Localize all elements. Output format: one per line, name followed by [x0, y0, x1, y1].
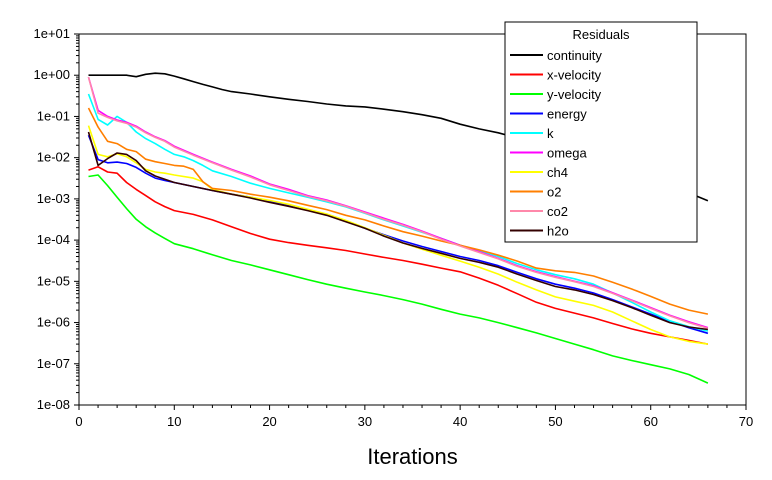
y-tick-label: 1e-07	[37, 356, 70, 371]
x-tick-label: 70	[739, 414, 753, 429]
legend-label-h2o: h2o	[547, 224, 569, 239]
y-tick-label: 1e-02	[37, 150, 70, 165]
series-line-h2o	[87, 131, 709, 331]
x-tick-label: 60	[643, 414, 657, 429]
x-tick-label: 50	[548, 414, 562, 429]
legend-label-continuity: continuity	[547, 48, 602, 63]
y-tick-label: 1e-03	[37, 191, 70, 206]
series-line-o2	[87, 107, 709, 315]
y-tick-label: 1e-04	[37, 232, 70, 247]
legend-items: continuity x-velocity y-velocity energy k ome…	[510, 48, 602, 239]
legend-title: Residuals	[572, 27, 630, 42]
legend-label-k: k	[547, 126, 554, 141]
legend-label-ch4: ch4	[547, 165, 568, 180]
y-tick-label: 1e+00	[33, 67, 70, 82]
legend-label-omega: omega	[547, 146, 588, 161]
plot-area	[78, 33, 747, 406]
legend: Residuals continuity x-velocity y-velocity…	[504, 21, 698, 243]
x-tick-label: 40	[453, 414, 467, 429]
y-tick-label: 1e-05	[37, 273, 70, 288]
plot-frame	[78, 33, 747, 406]
series-line-y-velocity	[88, 174, 709, 384]
x-tick-label: 0	[75, 414, 82, 429]
axes-layer: 0 10 20 30 40 50 60 70 1e-08 1e-07 1e-06 1e-05 1e-04…	[33, 26, 753, 429]
y-tick-label: 1e-08	[37, 397, 70, 412]
x-tick-label: 10	[167, 414, 181, 429]
x-axis-title: Iterations	[367, 444, 458, 469]
legend-label-co2: co2	[547, 204, 568, 219]
y-tick-label: 1e-01	[37, 108, 70, 123]
series-line-ch4	[87, 125, 709, 345]
legend-label-x-velocity: x-velocity	[547, 68, 602, 83]
y-tick-label: 1e-06	[37, 315, 70, 330]
x-tick-label: 30	[358, 414, 372, 429]
legend-label-y-velocity: y-velocity	[547, 87, 602, 102]
y-tick-label: 1e+01	[33, 26, 70, 41]
series-line-x-velocity	[88, 166, 709, 345]
series-line-co2	[87, 76, 709, 330]
legend-label-energy: energy	[547, 107, 587, 122]
legend-label-o2: o2	[547, 185, 561, 200]
x-tick-label: 20	[262, 414, 276, 429]
